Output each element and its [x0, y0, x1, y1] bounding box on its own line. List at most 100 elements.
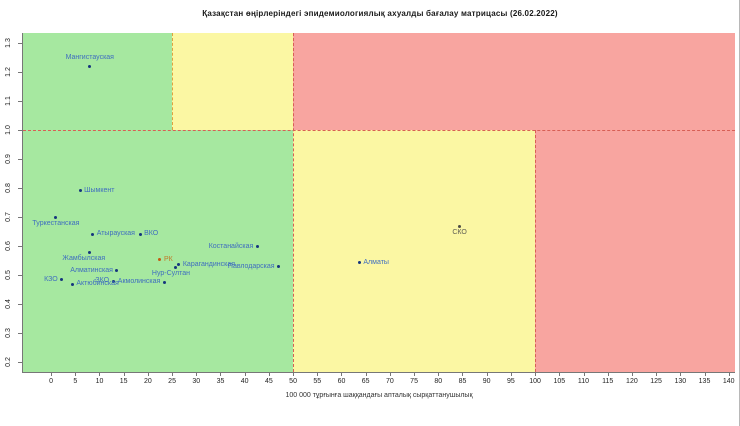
x-tick-label: 70: [385, 378, 394, 385]
point-label: Актюбинская: [76, 280, 119, 288]
x-tick: [728, 372, 730, 376]
y-tick: [18, 187, 22, 189]
x-tick-label: 40: [240, 378, 249, 385]
x-axis-label: 100 000 тұрғынға шаққандағы апталық сырқ…: [285, 392, 473, 399]
data-point: [357, 261, 361, 265]
y-tick: [18, 333, 22, 335]
x-tick-label: 95: [506, 378, 515, 385]
threshold-line-h-1: [23, 129, 735, 131]
y-tick-label: 1.0: [5, 125, 12, 135]
point-label: Алматинская: [70, 266, 113, 274]
x-tick-label: 50: [289, 378, 297, 385]
x-tick-label: 15: [119, 378, 128, 385]
x-tick-label: 60: [337, 378, 346, 385]
x-tick: [486, 372, 488, 376]
x-tick-label: 30: [192, 378, 201, 385]
y-tick: [18, 275, 22, 277]
point-label: Павлодарская: [227, 262, 275, 270]
data-point: [60, 278, 64, 282]
x-tick: [414, 372, 416, 376]
x-tick-label: 110: [577, 378, 590, 385]
point-label: СКО: [452, 229, 467, 236]
point-label: Нур-Султан: [151, 270, 190, 278]
y-tick-label: 1.2: [5, 67, 12, 77]
y-tick-label: 1.3: [5, 38, 12, 48]
x-tick: [293, 372, 295, 376]
region-yellow-bottom: [293, 129, 536, 372]
region-green-top-left: [23, 33, 173, 130]
y-tick: [18, 100, 22, 102]
x-tick: [123, 372, 125, 376]
y-tick: [18, 129, 22, 131]
x-tick-label: 25: [168, 378, 176, 385]
x-tick-label: 45: [264, 378, 273, 385]
point-label: Атырауская: [96, 230, 135, 238]
x-tick-label: 115: [602, 378, 614, 385]
point-label: Шымкент: [84, 186, 115, 194]
x-tick-label: 35: [216, 378, 225, 385]
data-point: [162, 280, 166, 284]
x-tick: [656, 372, 658, 376]
x-tick-label: 80: [434, 378, 443, 385]
x-tick: [389, 372, 391, 376]
point-label: Мангистауская: [65, 54, 114, 62]
threshold-line-v-100: [535, 129, 537, 372]
data-point: [277, 265, 281, 269]
x-tick: [607, 372, 609, 376]
x-tick: [559, 372, 561, 376]
threshold-line-v-50: [293, 33, 295, 372]
region-green-bottom: [23, 129, 294, 372]
x-tick: [535, 372, 537, 376]
region-yellow-top: [172, 33, 294, 130]
y-axis-line: [22, 33, 23, 373]
x-tick-label: 20: [143, 378, 152, 385]
x-tick-label: 65: [361, 378, 370, 385]
x-tick-label: 135: [698, 378, 711, 385]
y-tick: [18, 362, 22, 364]
x-tick-label: 120: [626, 378, 638, 385]
point-label: Туркестанская: [32, 220, 80, 227]
x-tick: [631, 372, 633, 376]
data-point: [54, 215, 58, 219]
point-label: ЗКО: [95, 277, 110, 285]
data-point: [88, 250, 92, 254]
y-tick-label: 0.9: [5, 154, 12, 164]
data-point: [91, 232, 95, 236]
x-axis-line: [22, 372, 735, 373]
x-tick-label: 5: [73, 378, 78, 385]
data-point: [177, 263, 181, 267]
plot-area: Мангистауская Шымкент Туркестанская Атыраус…: [23, 33, 735, 372]
y-tick-label: 0.7: [5, 212, 12, 222]
data-point: [158, 258, 162, 262]
point-label: Карагандинская: [182, 260, 236, 268]
data-point: [78, 189, 82, 193]
y-tick: [18, 246, 22, 248]
x-tick-label: 85: [458, 378, 467, 385]
x-tick: [510, 372, 512, 376]
x-tick-label: 130: [674, 378, 687, 385]
data-point: [458, 224, 462, 228]
x-tick: [317, 372, 319, 376]
x-tick: [75, 372, 77, 376]
point-label: Жамбылская: [62, 255, 106, 263]
x-tick: [172, 372, 174, 376]
data-point: [174, 265, 178, 269]
x-tick: [438, 372, 440, 376]
y-tick-label: 0.2: [5, 357, 12, 367]
point-label: Акмолинская: [117, 278, 161, 286]
data-point: [111, 279, 115, 283]
y-tick: [18, 158, 22, 160]
point-label: РК: [163, 255, 173, 263]
x-tick: [680, 372, 682, 376]
x-tick-label: 105: [553, 378, 566, 385]
data-point: [115, 269, 119, 273]
y-tick: [18, 42, 22, 44]
threshold-line-v-25: [172, 33, 174, 130]
x-tick: [583, 372, 585, 376]
data-point: [70, 282, 74, 286]
x-tick: [196, 372, 198, 376]
x-tick: [341, 372, 343, 376]
y-tick: [18, 217, 22, 218]
x-tick: [99, 372, 101, 376]
x-tick-label: 90: [482, 378, 491, 385]
